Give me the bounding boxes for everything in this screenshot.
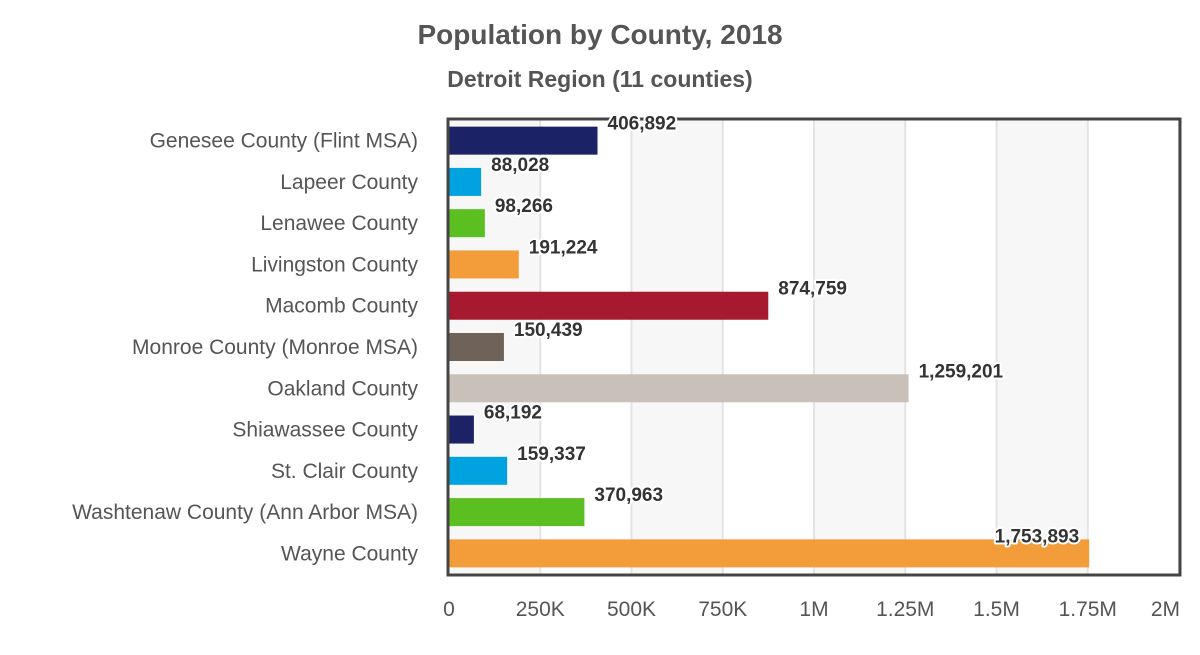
bars bbox=[449, 126, 1090, 568]
category-label: Macomb County bbox=[265, 295, 418, 318]
bar[interactable] bbox=[449, 126, 598, 155]
data-label: 98,266 bbox=[495, 196, 553, 217]
x-tick-label: 250K bbox=[516, 598, 565, 621]
grid-bands bbox=[449, 120, 1088, 574]
x-tick-label: 1.5M bbox=[973, 598, 1020, 621]
bar[interactable] bbox=[449, 333, 504, 361]
grid-band bbox=[631, 120, 723, 574]
category-label: Shiawassee County bbox=[232, 419, 418, 442]
category-label: Lenawee County bbox=[260, 212, 418, 235]
category-label: Lapeer County bbox=[280, 171, 418, 194]
bar[interactable] bbox=[449, 209, 485, 238]
x-tick-label: 500K bbox=[607, 598, 656, 621]
data-label: 68,192 bbox=[484, 403, 542, 424]
chart-title: Population by County, 2018 bbox=[417, 19, 782, 50]
x-tick-label: 1M bbox=[799, 598, 828, 621]
x-tick-label: 1.75M bbox=[1059, 598, 1117, 621]
x-tick-label: 2M bbox=[1151, 598, 1180, 621]
bar[interactable] bbox=[449, 456, 508, 485]
grid-band bbox=[814, 120, 906, 574]
data-label: 88,028 bbox=[491, 155, 549, 176]
x-tick-label: 1.25M bbox=[876, 598, 934, 621]
x-axis-ticks: 0 250K 500K 750K 1M 1.25M 1.5M 1.75M 2M bbox=[443, 598, 1180, 621]
data-label: 874,759 bbox=[778, 279, 847, 300]
bar[interactable] bbox=[449, 498, 585, 527]
bar[interactable] bbox=[449, 167, 482, 196]
data-label: 191,224 bbox=[529, 237, 598, 258]
category-label: Oakland County bbox=[267, 377, 418, 400]
data-label: 406,892 bbox=[608, 114, 677, 135]
category-label: Genesee County (Flint MSA) bbox=[150, 130, 418, 153]
category-label: Livingston County bbox=[251, 253, 418, 276]
grid-band bbox=[996, 120, 1088, 574]
bar[interactable] bbox=[449, 415, 474, 444]
chart-subtitle: Detroit Region (11 counties) bbox=[447, 66, 752, 92]
plot-border bbox=[446, 117, 1182, 577]
data-label: 1,753,893 bbox=[995, 526, 1080, 547]
data-labels: 406,892 88,028 98,266 191,224 874,759 150,439… bbox=[482, 112, 1081, 550]
data-label: 1,259,201 bbox=[919, 361, 1004, 382]
x-tick-label: 750K bbox=[698, 598, 747, 621]
category-label: St. Clair County bbox=[271, 460, 419, 483]
bar[interactable] bbox=[449, 539, 1090, 568]
category-label: Monroe County (Monroe MSA) bbox=[132, 336, 418, 359]
bar[interactable] bbox=[449, 374, 909, 403]
data-label: 159,337 bbox=[517, 444, 586, 465]
bar[interactable] bbox=[449, 250, 519, 279]
category-labels: Genesee County (Flint MSA) Lapeer County L… bbox=[72, 130, 418, 566]
bar[interactable] bbox=[449, 291, 769, 320]
data-label: 150,439 bbox=[514, 320, 583, 341]
category-label: Washtenaw County (Ann Arbor MSA) bbox=[72, 501, 418, 524]
x-tick-label: 0 bbox=[443, 598, 455, 621]
data-label: 370,963 bbox=[594, 485, 663, 506]
category-label: Wayne County bbox=[281, 542, 418, 565]
